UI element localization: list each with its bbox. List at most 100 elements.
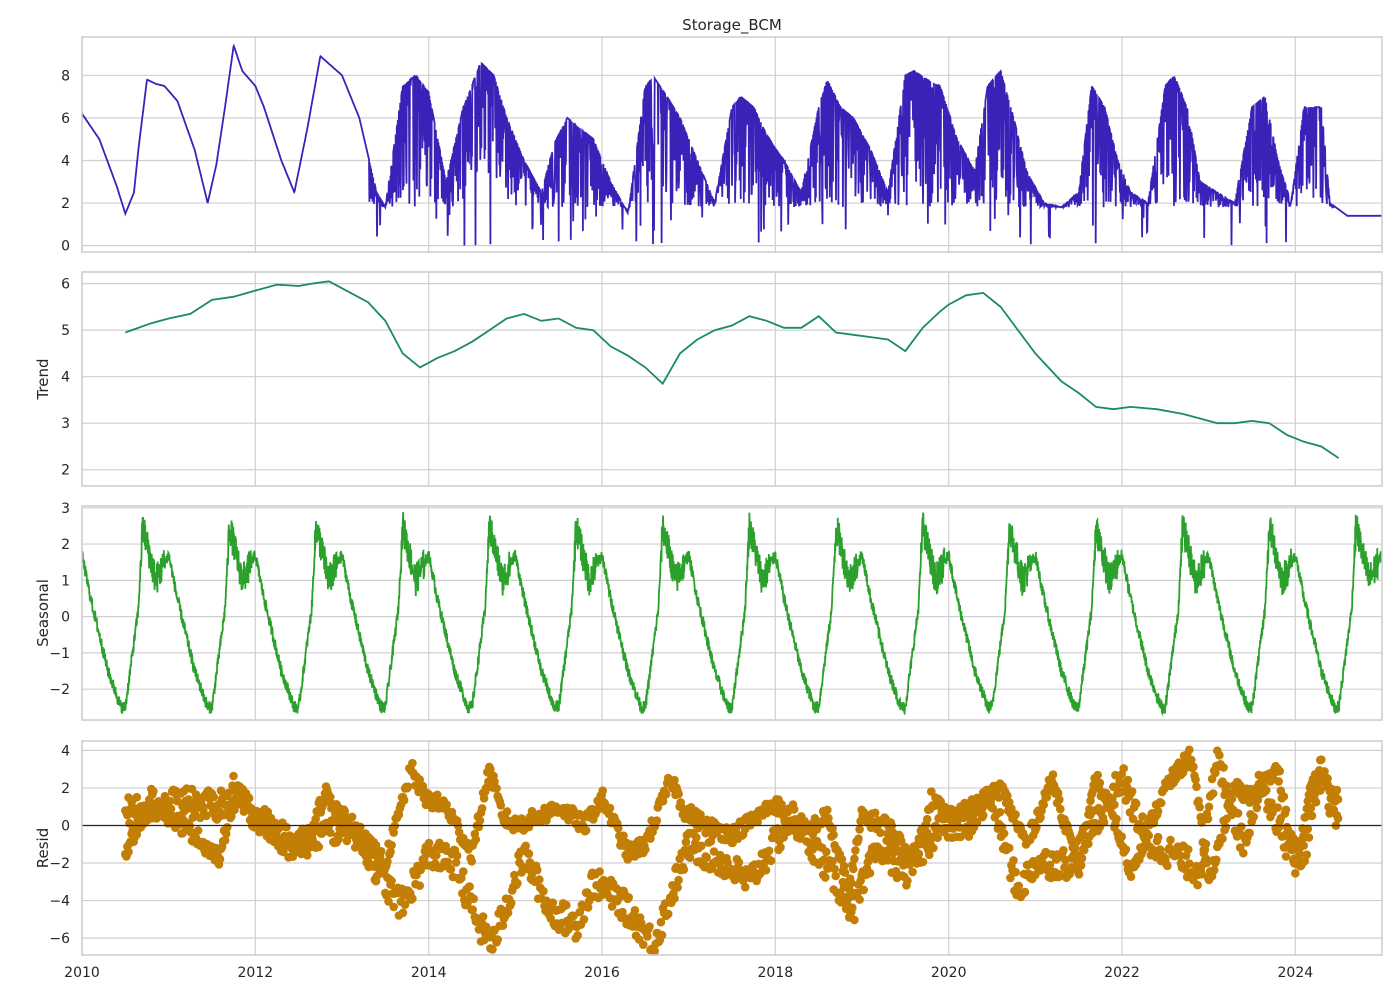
axes-frame [81, 36, 1383, 253]
resid-point [1194, 796, 1203, 806]
resid-point [581, 826, 591, 835]
plot-area [121, 745, 1343, 955]
resid-point [399, 796, 409, 805]
resid-point [1237, 822, 1246, 831]
resid-point [618, 907, 627, 917]
resid-point [503, 908, 513, 918]
resid-point [1208, 789, 1218, 798]
resid-point [216, 786, 226, 795]
resid-point [398, 908, 408, 918]
resid-point [1281, 852, 1291, 861]
resid-point [467, 857, 477, 866]
resid-point [1042, 792, 1052, 802]
resid-point [929, 843, 938, 853]
resid-point [1303, 824, 1313, 834]
resid-point [1095, 778, 1105, 788]
resid-point [387, 840, 396, 850]
resid-point [674, 789, 683, 799]
resid-point [325, 792, 335, 802]
resid-point [463, 898, 472, 908]
resid-point [1126, 872, 1136, 881]
resid-point [995, 807, 1005, 817]
resid-point [1007, 804, 1016, 813]
resid-point [1065, 869, 1074, 879]
resid-point [215, 854, 225, 864]
resid-point [652, 816, 662, 825]
resid-point [477, 804, 487, 813]
resid-point [342, 836, 352, 846]
resid-point [1189, 762, 1198, 772]
resid-point [469, 894, 479, 904]
axes-background [82, 272, 1382, 486]
resid-point [548, 898, 558, 907]
resid-point [661, 789, 671, 799]
resid-point [696, 810, 705, 819]
resid-point [709, 847, 719, 856]
resid-point [1320, 767, 1329, 776]
resid-point [850, 915, 859, 925]
resid-point [1011, 810, 1020, 819]
resid-point [1279, 792, 1289, 801]
resid-panel: −6 −4 −2 0 2 4 Resid 2010 2012 2014 2016 2018 2020 20… [34, 740, 1383, 981]
resid-point [1006, 873, 1015, 883]
resid-point [478, 912, 488, 921]
axes-frame [81, 271, 1383, 487]
resid-point [1131, 799, 1141, 808]
resid-point [972, 818, 982, 827]
resid-point [1209, 865, 1219, 875]
resid-point [229, 771, 238, 781]
resid-point [1306, 803, 1316, 813]
resid-point [415, 775, 425, 784]
y-tick-label: 0 [61, 610, 70, 626]
resid-point [789, 805, 799, 814]
resid-point [1197, 818, 1206, 827]
resid-point [1195, 802, 1204, 812]
resid-point [282, 822, 291, 832]
resid-point [1291, 869, 1300, 878]
resid-point [394, 810, 404, 819]
resid-point [1307, 811, 1317, 821]
plot-area [124, 280, 1340, 459]
resid-point [1076, 854, 1086, 864]
resid-point [376, 858, 386, 867]
resid-point [1036, 813, 1045, 822]
resid-point [1203, 814, 1213, 824]
trend-series-line [124, 280, 1340, 459]
resid-point [1261, 786, 1271, 795]
resid-point [830, 864, 839, 874]
resid-point [583, 903, 593, 912]
x-tick-label: 2024 [1278, 965, 1314, 981]
resid-point [734, 858, 744, 867]
resid-point [1215, 751, 1224, 760]
resid-point [1274, 777, 1283, 786]
resid-point [839, 883, 849, 892]
resid-point [496, 801, 506, 810]
resid-point [1053, 788, 1063, 798]
resid-point [380, 866, 389, 875]
resid-point [1045, 860, 1055, 870]
resid-point [1056, 804, 1065, 814]
resid-point [670, 894, 679, 903]
resid-point [492, 784, 501, 793]
y-axis-label: Seasonal [34, 579, 52, 647]
seasonal-panel: −2 −1 0 1 2 3 Seasonal [34, 501, 1383, 721]
y-tick-label: −4 [49, 894, 70, 910]
resid-point [579, 915, 589, 924]
x-tick-label: 2022 [1104, 965, 1140, 981]
resid-point [1281, 805, 1291, 815]
resid-point [656, 917, 666, 927]
axes-background [82, 506, 1382, 720]
resid-point [679, 865, 689, 874]
resid-point [753, 817, 762, 827]
resid-point [1119, 764, 1128, 773]
x-tick-label: 2016 [584, 965, 620, 981]
resid-point [386, 847, 395, 856]
plot-area [82, 43, 1382, 246]
resid-point [1253, 795, 1263, 805]
resid-point [493, 935, 503, 944]
resid-point [510, 870, 519, 880]
resid-point [521, 841, 530, 851]
resid-point [124, 847, 133, 857]
resid-point [1302, 850, 1312, 859]
resid-point [165, 796, 175, 806]
